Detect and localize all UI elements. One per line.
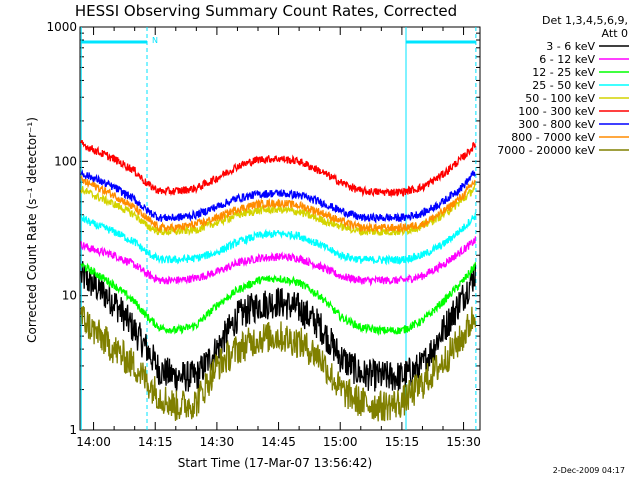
legend-label: 6 - 12 keV [539,53,595,66]
y-tick-label: 1000 [46,20,77,34]
legend-label: 100 - 300 keV [518,105,595,118]
legend-header-line-1: Det 1,3,4,5,6,9, [542,14,628,27]
series-line-300-800-kev [80,169,476,224]
y-tick-label: 10 [62,289,77,303]
plot-area: 1 10 100 1000 14:00 14:15 14:30 14:45 15:00 15:15… [46,20,480,449]
series-line-100-300-kev [80,139,477,198]
x-axis-label: Start Time (17-Mar-07 13:56:42) [178,456,372,470]
legend-header-line-2: Att 0 [602,27,628,40]
legend-label: 50 - 100 keV [525,92,595,105]
plot-frame [79,26,481,431]
x-tick-label: 14:00 [76,435,111,449]
x-tick-label: 14:15 [138,435,173,449]
y-tick-label: 1 [69,423,77,437]
legend-label: 7000 - 20000 keV [497,144,595,157]
legend-label: 300 - 800 keV [518,118,595,131]
chart-title: HESSI Observing Summary Count Rates, Cor… [75,2,457,20]
legend-label: 3 - 6 keV [546,40,595,53]
y-axis-label: Corrected Count Rate (s⁻¹ detector⁻¹) [25,117,39,343]
legend-label: 12 - 25 keV [532,66,595,79]
attenuator-marker-label: N [152,36,158,45]
x-tick-label: 15:15 [385,435,420,449]
legend-label: 800 - 7000 keV [511,131,595,144]
series-line-7000-20000-kev [80,305,477,422]
y-tick-label: 100 [54,154,77,168]
x-tick-label: 14:45 [261,435,296,449]
x-tick-label: 14:30 [200,435,235,449]
series-line-50-100-kev [80,183,477,237]
series-line-800-7000-kev [80,174,477,234]
x-tick-label: 15:30 [446,435,481,449]
legend-label: 25 - 50 keV [532,79,595,92]
series-line-6-12-kev [80,236,477,287]
series-line-3-6-kev [80,261,477,392]
footer-date: 2-Dec-2009 04:17 [553,466,625,475]
x-tick-label: 15:00 [323,435,358,449]
series-line-12-25-kev [80,262,477,337]
series-line-25-50-kev [80,212,477,266]
